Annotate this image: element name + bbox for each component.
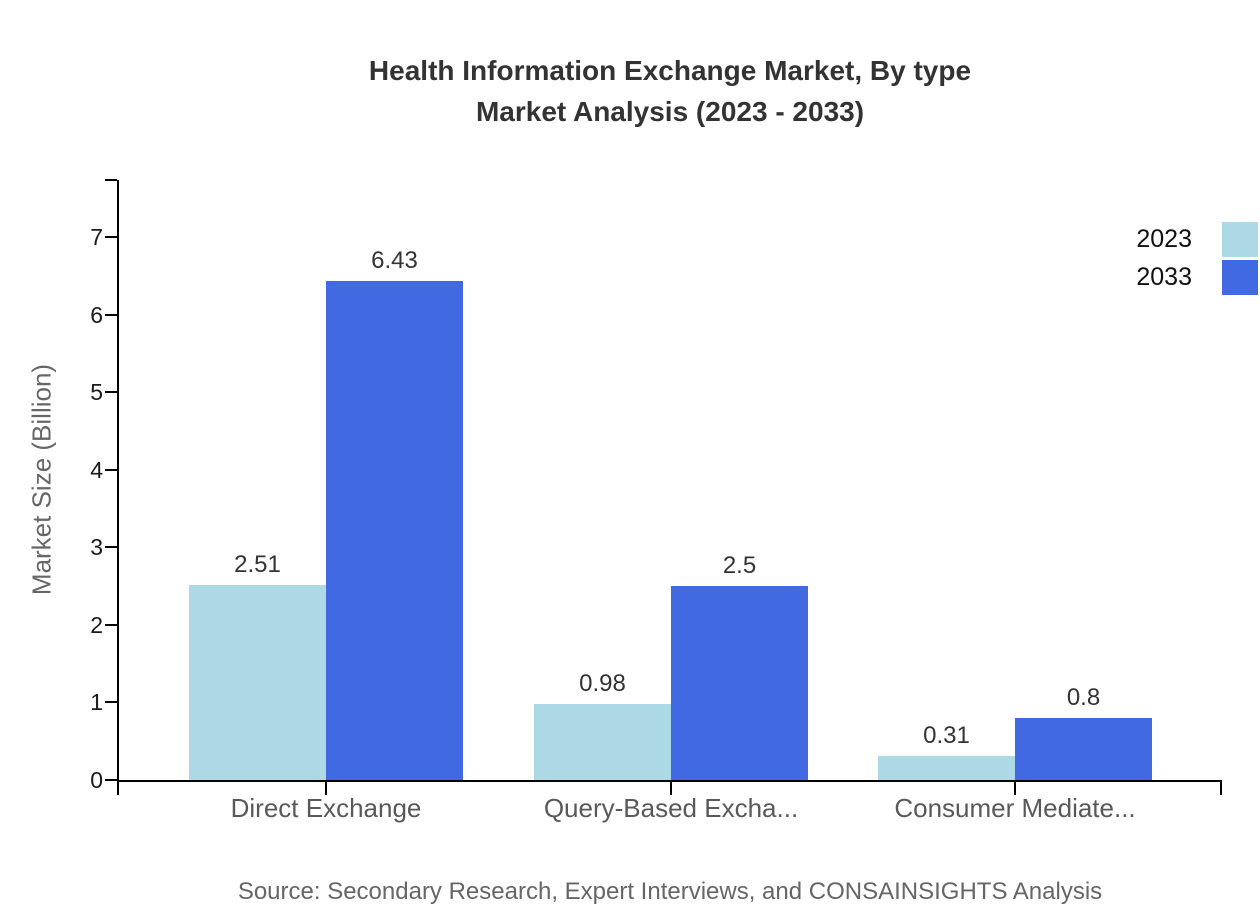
chart-title-line1: Health Information Exchange Market, By t…	[368, 55, 972, 86]
bar-2023-2	[534, 704, 671, 780]
legend-item-2033[interactable]: 2033	[1136, 263, 1192, 291]
y-tick-label: 1	[90, 689, 103, 716]
bar-value-label: 0.98	[579, 670, 626, 697]
y-tick-mark	[105, 468, 117, 471]
y-tick-mark	[105, 701, 117, 704]
x-axis-line	[117, 780, 1222, 782]
y-tick-label: 3	[90, 534, 103, 561]
x-category-label: Consumer Mediate...	[894, 793, 1136, 823]
y-axis-line	[117, 180, 119, 782]
bar-value-label: 2.51	[234, 551, 281, 578]
source-note: Source: Secondary Research, Expert Inter…	[237, 878, 1103, 905]
y-tick-mark	[105, 623, 117, 626]
x-category-label: Direct Exchange	[230, 793, 422, 823]
bar-2023-1	[189, 585, 326, 780]
bar-value-label: 2.5	[722, 552, 757, 579]
x-tick-mark	[117, 782, 119, 795]
y-tick-label: 2	[90, 611, 103, 638]
chart-title: Health Information Exchange Market, By t…	[118, 50, 1222, 132]
x-tick-mark	[1014, 782, 1016, 795]
x-tick-mark	[1220, 782, 1222, 795]
y-tick-mark	[105, 236, 117, 238]
y-tick-label: 6	[90, 301, 103, 328]
x-category-label: Query-Based Excha...	[543, 793, 799, 823]
y-tick-mark	[105, 546, 117, 549]
x-tick-mark	[670, 782, 672, 795]
bar-2033-2	[671, 586, 808, 780]
y-tick-label: 5	[90, 379, 103, 406]
chart-title-line2: Market Analysis (2023 - 2033)	[475, 96, 865, 127]
y-tick-label: 7	[90, 224, 103, 250]
bar-2033-3	[1015, 718, 1152, 780]
y-tick-mark	[105, 391, 117, 394]
bar-2033-1	[326, 281, 463, 780]
bar-value-label: 6.43	[371, 247, 418, 274]
legend-item-2023[interactable]: 2023	[1136, 225, 1192, 253]
legend-swatch-2023[interactable]	[1222, 222, 1258, 257]
y-tick-label: 0	[90, 767, 103, 793]
bar-value-label: 0.8	[1066, 684, 1101, 711]
y-tick-label: 4	[90, 456, 103, 483]
y-tick-mark	[105, 313, 117, 316]
bar-value-label: 0.31	[923, 722, 970, 749]
y-tick-mark	[105, 779, 117, 781]
legend-swatch-2033[interactable]	[1222, 260, 1258, 295]
x-tick-mark	[325, 782, 327, 795]
y-axis-cap-tick	[105, 179, 117, 181]
bar-2023-3	[878, 756, 1015, 780]
